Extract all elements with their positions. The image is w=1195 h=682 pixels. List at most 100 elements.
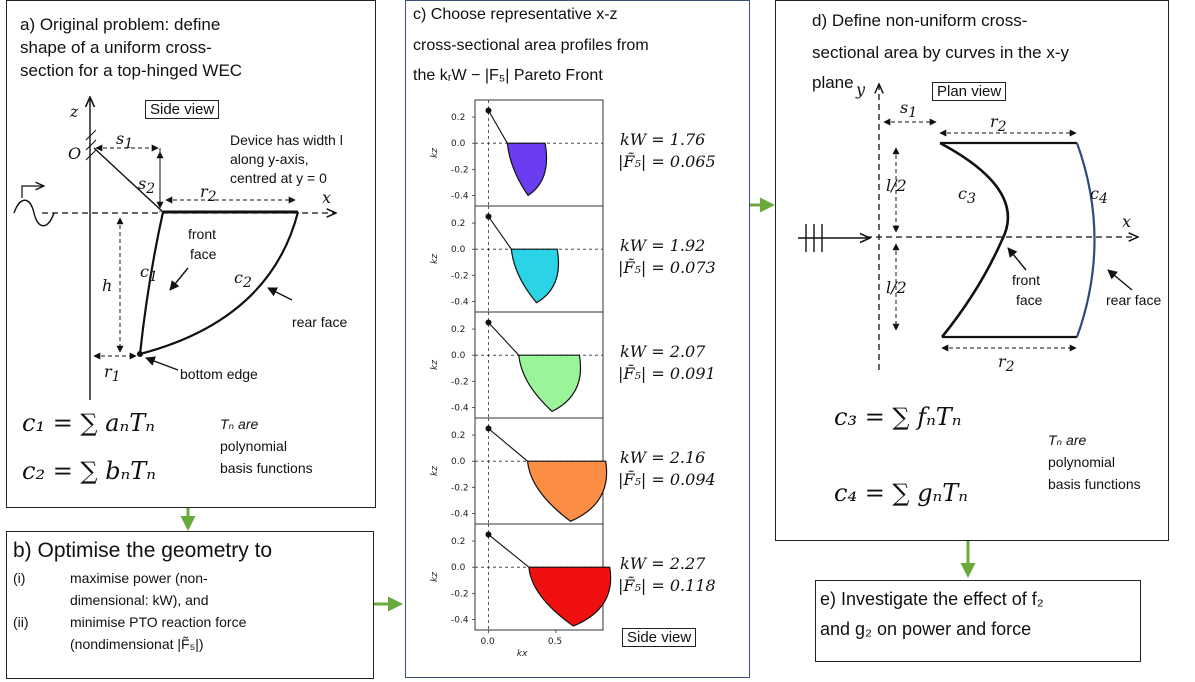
- profile-ytick-label: -0.4: [451, 615, 469, 625]
- front-face-label-2: face: [190, 246, 217, 262]
- profile-ytick-label: 0.0: [451, 563, 466, 573]
- panel-e: [815, 580, 1141, 662]
- label-c1: c1: [140, 262, 158, 286]
- panel-c-title-line-3: the kᵣW − |F₅| Pareto Front: [413, 67, 603, 84]
- panel-b: [6, 531, 374, 679]
- device-rear-face-c2: [139, 211, 300, 356]
- profile-arm: [488, 216, 512, 250]
- profile-xtick-label: 0.0: [480, 637, 495, 647]
- label-c4: c4: [1090, 184, 1108, 208]
- profile-ytick-label: 0.0: [451, 351, 466, 361]
- basis-note-1: Tₙ are: [220, 416, 259, 432]
- rear-face-c4: [1075, 142, 1096, 338]
- panel-d-title-line-1: d) Define non-uniform cross-: [812, 11, 1028, 30]
- profile-ylabel: kz: [430, 466, 440, 476]
- panel-e-line-2: and g₂ on power and force: [820, 619, 1032, 639]
- label-plan-s1: s1: [900, 98, 918, 122]
- panel-a-title-line-2: shape of a uniform cross-: [20, 38, 212, 57]
- profile-kw-label: kW = 1.92: [620, 236, 706, 255]
- profile-ytick-label: 0.0: [451, 139, 466, 149]
- profile-shape: [518, 354, 582, 413]
- label-s1: s1: [116, 129, 134, 153]
- hinge-arm: [93, 147, 164, 213]
- panel-b-item-2-line-2: (nondimensionat |F̃₅|): [70, 636, 204, 652]
- profile-ytick-label: 0.2: [451, 113, 465, 123]
- profile-shape: [506, 142, 548, 197]
- basis-note-2: polynomial: [220, 438, 287, 454]
- profile-f5-label: |F̃₅| = 0.118: [618, 576, 716, 595]
- profile-shape: [510, 248, 560, 304]
- bottom-edge-label: bottom edge: [180, 366, 258, 382]
- profile-hinge-point: [485, 531, 492, 538]
- label-r1: r1: [104, 362, 121, 386]
- panel-a-drawing: [13, 0, 380, 400]
- plan-rear-face: rear face: [1106, 292, 1162, 308]
- rear-face-label: rear face: [292, 314, 348, 330]
- front-face-label-1: front: [188, 226, 217, 242]
- profile-f5-label: |F̃₅| = 0.065: [618, 152, 716, 171]
- profile-ytick-label: -0.4: [451, 191, 469, 201]
- profile-shape: [526, 460, 608, 522]
- profile-xtick-label: 0.5: [548, 637, 562, 647]
- plan-basis-note-3: basis functions: [1048, 476, 1141, 492]
- panel-c-view-label: Side view: [622, 628, 697, 647]
- panel-b-title: b) Optimise the geometry to: [13, 539, 273, 562]
- panel-a: [6, 0, 376, 508]
- profile-f5-label: |F̃₅| = 0.091: [618, 364, 716, 383]
- label-plan-r2-top: r2: [990, 112, 1007, 136]
- panel-b-item-1-line-2: dimensional: kW), and: [70, 592, 209, 608]
- wave-symbol: [13, 199, 55, 227]
- bottom-edge-point: [137, 351, 143, 357]
- profile-ytick-label: -0.2: [451, 271, 469, 281]
- panel-a-title-line-1: a) Original problem: define: [20, 15, 221, 34]
- profile-ytick-label: -0.2: [451, 589, 469, 599]
- label-c3: c3: [958, 184, 976, 208]
- plan-front-face-1: front: [1012, 272, 1041, 288]
- panel-b-item-1-line-1: maximise power (non-: [70, 570, 208, 586]
- device-note-1: Device has width l: [230, 132, 343, 148]
- profile-kw-label: kW = 2.27: [620, 554, 706, 573]
- plan-front-face-2: face: [1016, 292, 1043, 308]
- profile-hinge-point: [485, 425, 492, 432]
- profile-f5-label: |F̃₅| = 0.073: [618, 258, 716, 277]
- label-z: z: [70, 102, 79, 121]
- profile-ytick-label: -0.2: [451, 483, 469, 493]
- profile-arm: [488, 322, 520, 356]
- profile-hinge-point: [485, 319, 492, 326]
- label-h: h: [102, 276, 113, 295]
- label-x: x: [322, 188, 332, 207]
- equation-c3: c₃ = ∑ fₙTₙ: [834, 403, 962, 431]
- equation-c4: c₄ = ∑ gₙTₙ: [834, 479, 969, 507]
- label-s2: s2: [138, 174, 156, 198]
- profile-hinge-point: [485, 213, 492, 220]
- profile-ytick-label: -0.2: [451, 377, 469, 387]
- panel-d-title-line-3: plane: [812, 73, 854, 92]
- profile-ytick-label: 0.0: [451, 457, 466, 467]
- profile-ytick-label: -0.4: [451, 403, 469, 413]
- plan-basis-note-1: Tₙ are: [1048, 432, 1087, 448]
- panel-d-title-line-2: sectional area by curves in the x-y: [812, 43, 1070, 62]
- profile-kw-label: kW = 2.07: [620, 342, 706, 361]
- panel-b-item-1-marker: (i): [13, 570, 26, 586]
- equation-c2: c₂ = ∑ bₙTₙ: [22, 457, 157, 485]
- profile-ytick-label: -0.2: [451, 165, 469, 175]
- profile-ylabel: kz: [430, 360, 440, 370]
- profile-ylabel: kz: [430, 148, 440, 158]
- panel-d-view-label: Plan view: [932, 82, 1007, 101]
- label-origin: O: [68, 144, 82, 163]
- profile-arm: [487, 110, 508, 144]
- profile-arm: [488, 534, 530, 568]
- label-c2: c2: [234, 268, 252, 292]
- panel-a-view-label: Side view: [145, 100, 220, 119]
- panel-b-item-2-marker: (ii): [13, 614, 29, 630]
- basis-note-3: basis functions: [220, 460, 313, 476]
- profile-ytick-label: 0.2: [451, 431, 465, 441]
- profile-ytick-label: 0.2: [451, 537, 465, 547]
- device-note-2: along y-axis,: [230, 151, 309, 167]
- profile-kw-label: kW = 1.76: [620, 130, 706, 149]
- device-front-face-c1: [138, 211, 165, 355]
- profile-ytick-label: 0.0: [451, 245, 466, 255]
- label-half-l-top: l/2: [886, 176, 907, 195]
- profile-ylabel: kz: [430, 572, 440, 582]
